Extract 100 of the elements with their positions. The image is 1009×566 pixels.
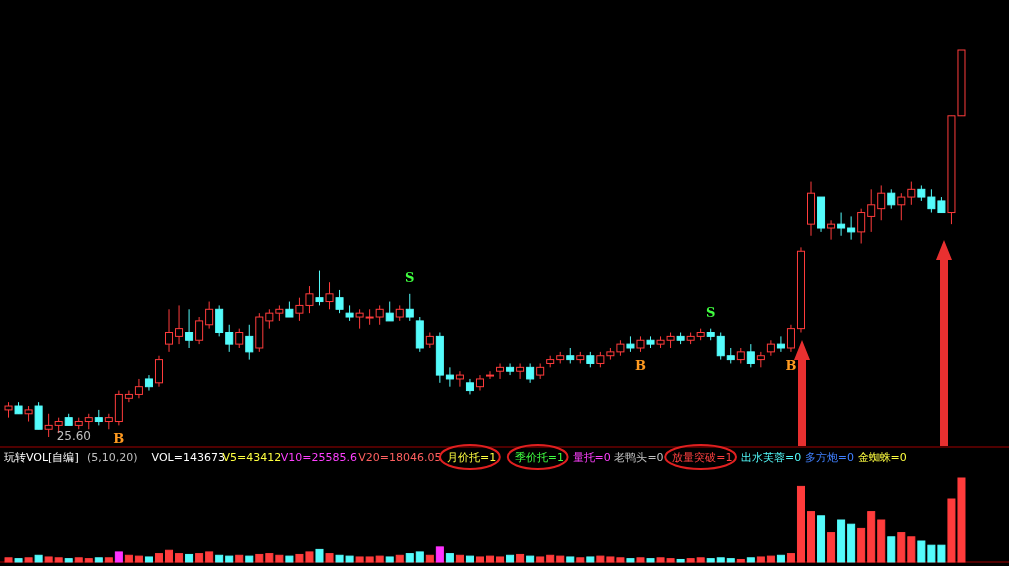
bar [686, 558, 695, 563]
bar [817, 515, 826, 563]
bar [847, 523, 856, 563]
candlestick [445, 366, 454, 388]
bar [646, 558, 655, 563]
text: V5=43412 [222, 451, 282, 464]
text: V10=25585.6 [280, 451, 358, 464]
bar [696, 557, 705, 563]
text: 老鸭头=0 [614, 451, 664, 464]
annotation: S [405, 269, 415, 285]
text: 出水芙蓉=0 [741, 451, 802, 464]
bar [435, 546, 444, 563]
bar [676, 558, 685, 563]
bar [556, 555, 565, 563]
bar [235, 554, 244, 563]
bar [64, 558, 73, 563]
candlestick [887, 188, 896, 210]
bar [626, 558, 635, 563]
bar [576, 557, 585, 563]
candlestick [857, 208, 866, 244]
bar [24, 557, 33, 563]
candlestick [195, 316, 204, 345]
bar [104, 557, 113, 563]
candlestick [325, 281, 334, 310]
bar [546, 554, 555, 563]
bar [315, 548, 324, 563]
bar [746, 557, 755, 563]
bar [14, 558, 23, 563]
bar [776, 554, 785, 563]
bar [536, 556, 545, 563]
bar [4, 557, 13, 563]
bar [175, 553, 184, 563]
bar [486, 555, 495, 563]
bar [756, 556, 765, 563]
annotation: S [706, 304, 716, 320]
bar [395, 554, 404, 563]
bar [897, 532, 906, 563]
bar [455, 554, 464, 563]
bar [496, 556, 505, 563]
bar [445, 553, 454, 563]
candlestick [245, 324, 254, 361]
bar [425, 554, 434, 563]
candlestick [205, 301, 214, 330]
candlestick [867, 188, 876, 233]
bar [34, 554, 43, 563]
bar [225, 555, 234, 563]
candlestick [486, 370, 495, 380]
candlestick [716, 332, 725, 361]
candlestick [165, 308, 174, 353]
candlestick [154, 355, 163, 388]
bar [566, 556, 575, 563]
candlestick [506, 362, 515, 376]
candlestick [455, 370, 464, 388]
annotation: B [113, 431, 125, 447]
chart-subtitle: (5,10,20) [87, 451, 138, 464]
bar [475, 556, 484, 563]
annotation: B [785, 357, 797, 373]
bar [907, 536, 916, 563]
bar [726, 558, 735, 563]
bar [837, 519, 846, 563]
bar [54, 557, 63, 563]
bar [796, 485, 805, 563]
bar [245, 555, 254, 563]
bar [265, 553, 274, 563]
bar [877, 519, 886, 563]
bar [44, 556, 53, 563]
bar [385, 556, 394, 563]
chart-title: 玩转VOL[自编] [4, 451, 79, 464]
candlestick [144, 374, 153, 392]
candlestick [385, 301, 394, 322]
candlestick [134, 378, 143, 399]
bar [74, 557, 83, 563]
text: VOL=143673 [151, 451, 225, 464]
candlestick [44, 413, 53, 438]
bar [766, 555, 775, 563]
bar [205, 551, 214, 563]
bar [716, 557, 725, 563]
bar [706, 558, 715, 563]
bar [124, 554, 133, 563]
candlestick [335, 289, 344, 314]
bar [185, 553, 194, 563]
text: 金蜘蛛=0 [857, 451, 907, 464]
bar [405, 553, 414, 563]
candlestick [405, 293, 414, 322]
bar [144, 556, 153, 563]
text: 月价托=1 [447, 451, 497, 464]
bar [84, 558, 93, 563]
candlestick [375, 304, 384, 326]
bar [867, 511, 876, 563]
bar [215, 554, 224, 563]
text: 量托=0 [572, 451, 611, 464]
candlestick [776, 335, 785, 353]
bar [275, 554, 284, 563]
bar [154, 553, 163, 563]
candlestick [827, 219, 836, 241]
candlestick [124, 390, 133, 403]
text: 季价托=1 [514, 451, 565, 464]
text: 放量突破=1 [672, 451, 733, 464]
candlestick [315, 270, 324, 306]
bar [526, 555, 535, 563]
